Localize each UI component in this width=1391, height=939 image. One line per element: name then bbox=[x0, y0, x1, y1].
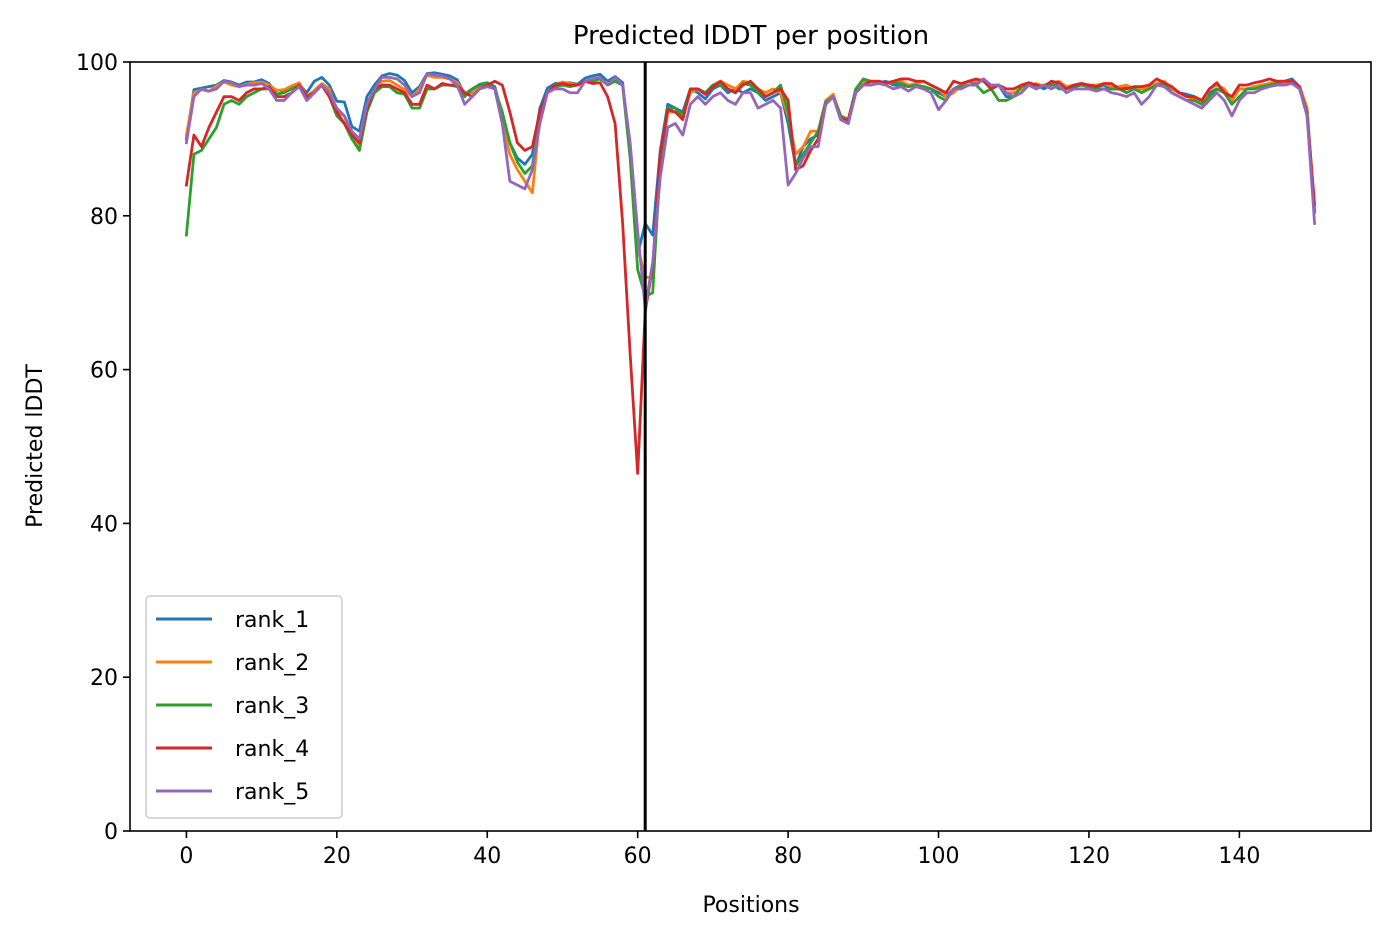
y-tick-label: 100 bbox=[76, 51, 118, 76]
x-axis-ticks: 0 20 40 60 80 100 120 140 bbox=[179, 831, 1260, 869]
legend-label-rank_4: rank_4 bbox=[235, 737, 309, 762]
y-axis-ticks: 0 20 40 60 80 100 bbox=[76, 51, 130, 845]
x-tick-label: 20 bbox=[323, 844, 351, 869]
chart-title: Predicted lDDT per position bbox=[573, 21, 929, 51]
x-tick-label: 120 bbox=[1068, 844, 1110, 869]
legend-label-rank_1: rank_1 bbox=[235, 608, 309, 633]
legend-box bbox=[145, 595, 343, 819]
y-axis-label: Predicted lDDT bbox=[23, 364, 48, 528]
x-axis-label: Positions bbox=[702, 893, 799, 918]
legend-label-rank_2: rank_2 bbox=[235, 651, 309, 676]
x-tick-label: 140 bbox=[1218, 844, 1260, 869]
legend: rank_1 rank_2 rank_3 rank_4 rank_5 bbox=[145, 595, 343, 819]
x-tick-label: 40 bbox=[473, 844, 501, 869]
y-tick-label: 0 bbox=[104, 820, 118, 845]
y-tick-label: 60 bbox=[90, 359, 118, 384]
plot-area-frame bbox=[129, 61, 1372, 832]
x-tick-label: 100 bbox=[918, 844, 960, 869]
legend-label-rank_3: rank_3 bbox=[235, 694, 309, 719]
x-tick-label: 60 bbox=[624, 844, 652, 869]
y-tick-label: 80 bbox=[90, 205, 118, 230]
x-tick-label: 80 bbox=[774, 844, 802, 869]
x-tick-label: 0 bbox=[179, 844, 193, 869]
legend-label-rank_5: rank_5 bbox=[235, 780, 309, 805]
y-tick-label: 40 bbox=[90, 512, 118, 537]
series-layer bbox=[184, 71, 1317, 475]
series-line-rank_5 bbox=[184, 72, 1317, 310]
y-tick-label: 20 bbox=[90, 666, 118, 691]
